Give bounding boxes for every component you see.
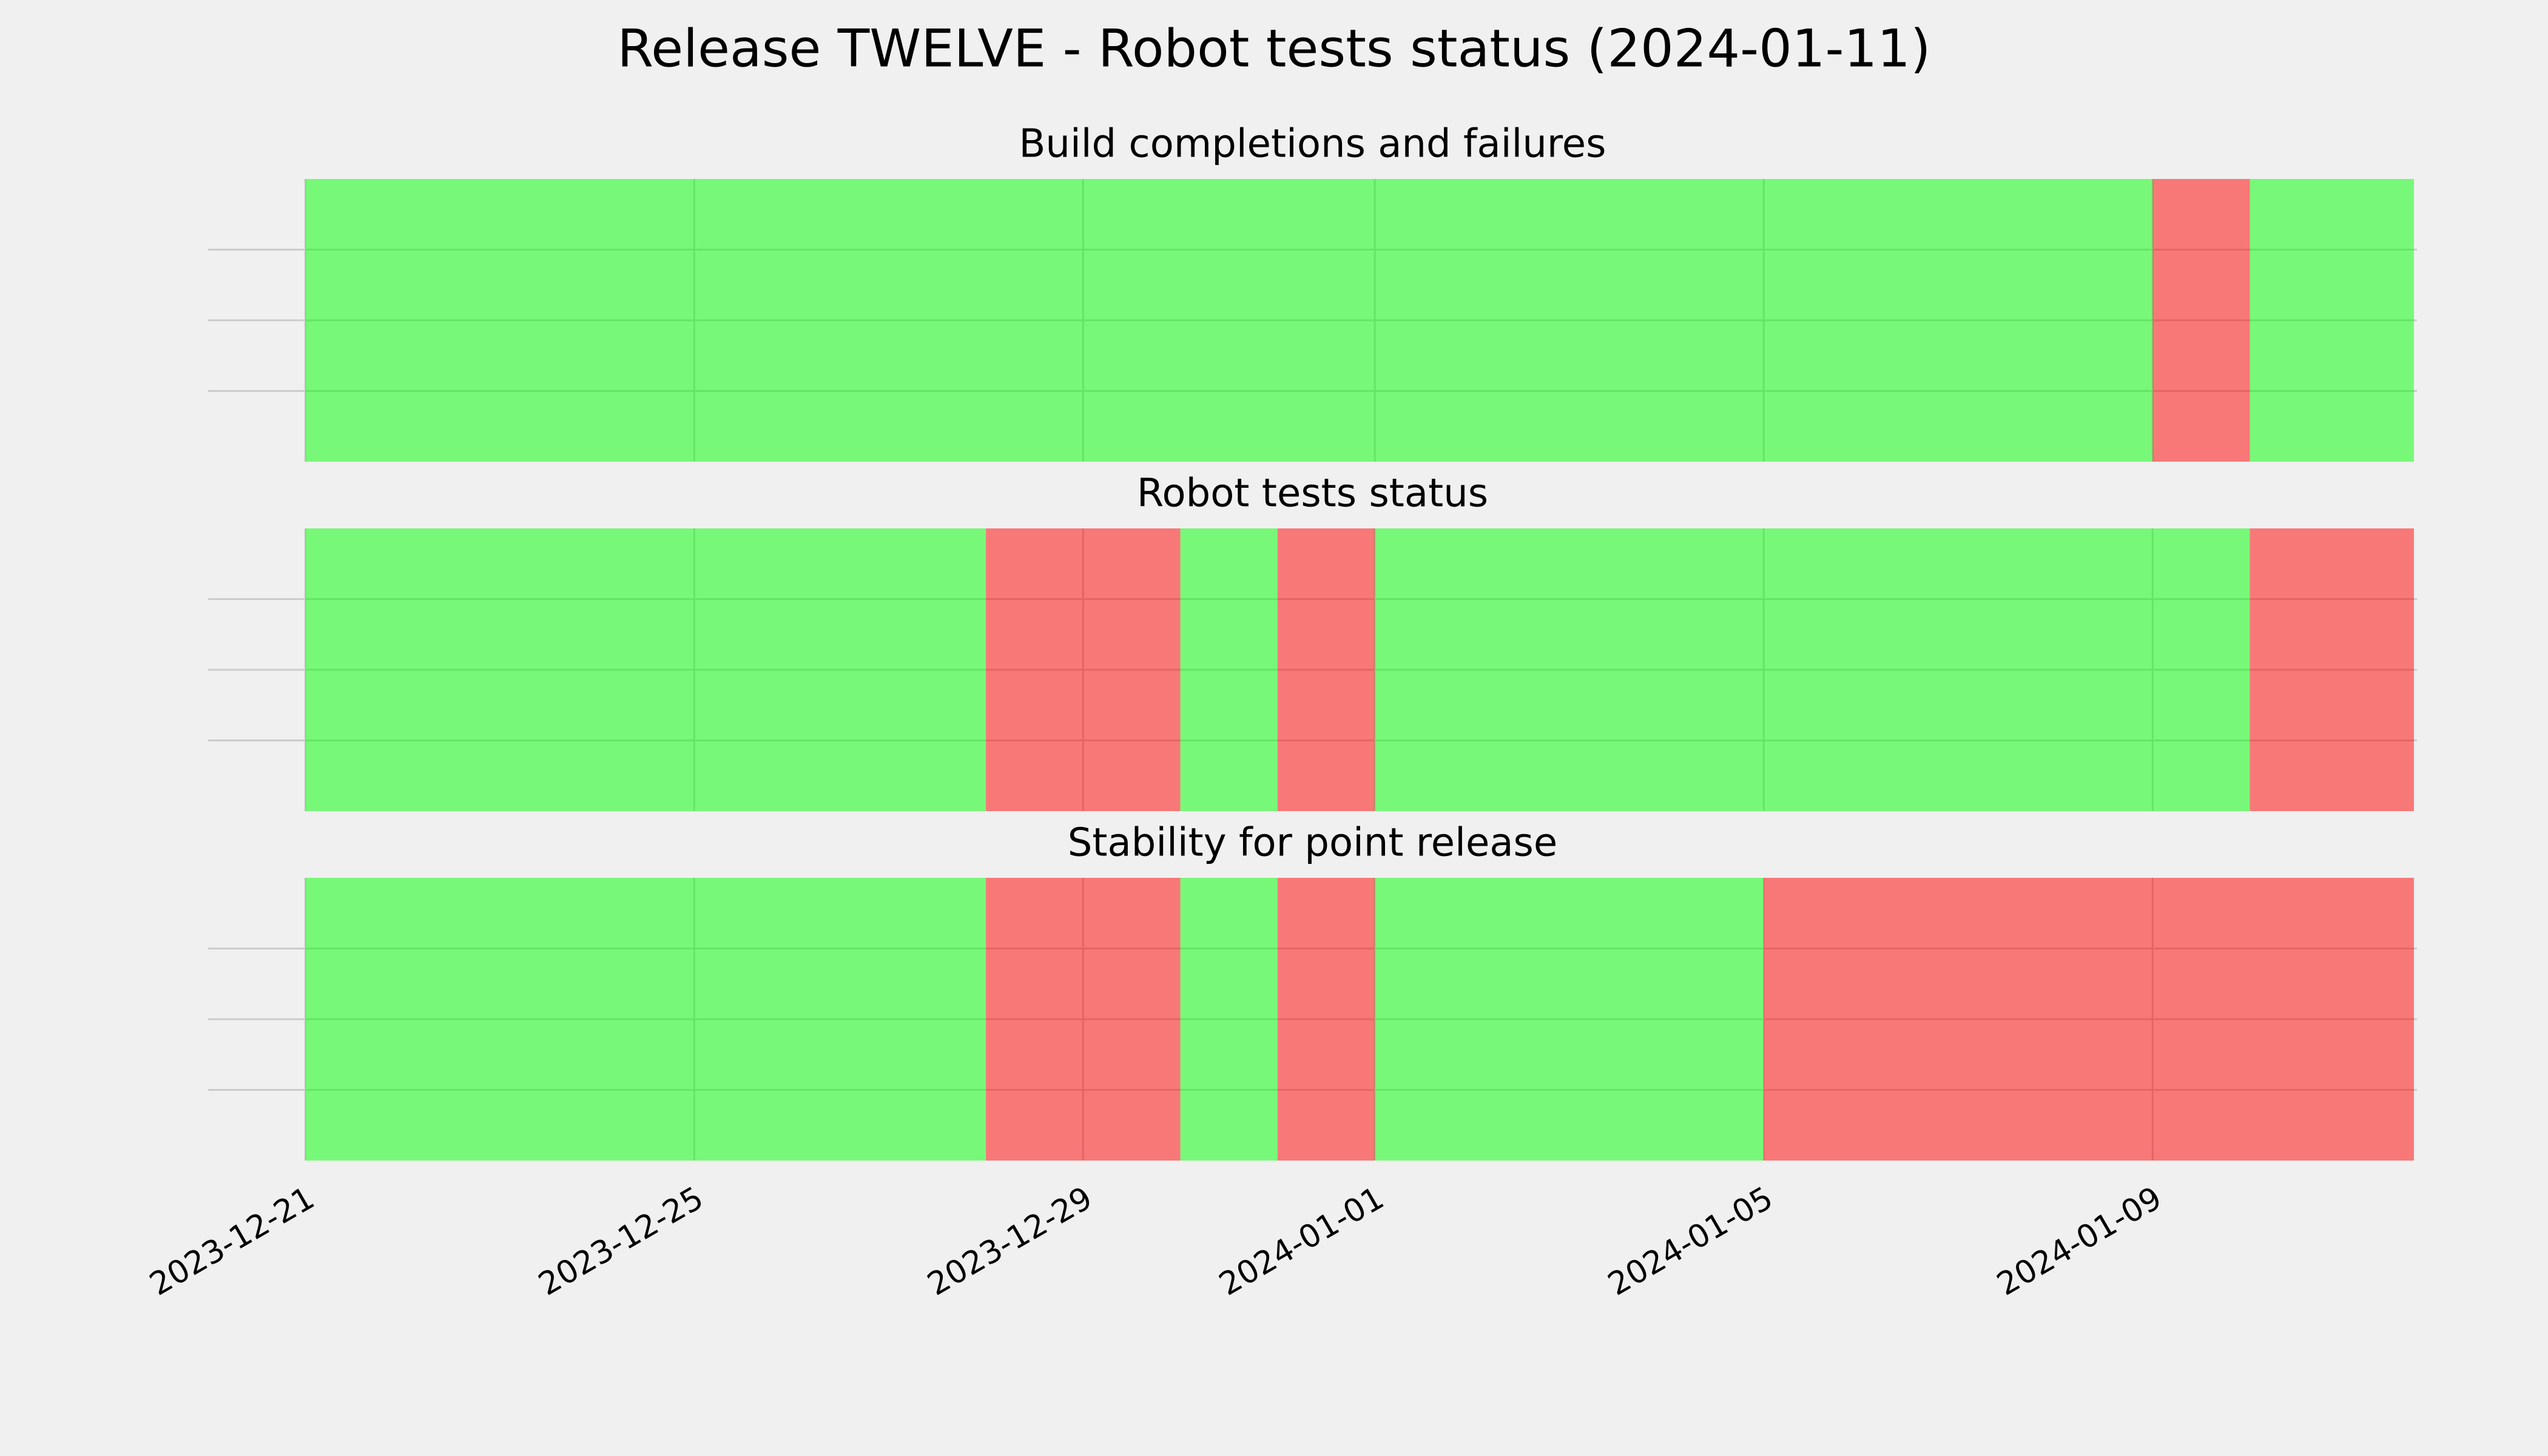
- status-segment: [2250, 528, 2414, 811]
- status-segment: [986, 528, 1181, 811]
- status-segment: [305, 528, 986, 811]
- status-segment: [1180, 878, 1278, 1161]
- status-segment: [1277, 878, 1375, 1161]
- status-segment: [305, 878, 986, 1161]
- status-segment: [2250, 179, 2414, 462]
- status-segment: [1375, 878, 1764, 1161]
- panel-title: Stability for point release: [1068, 821, 1558, 866]
- status-segment: [1180, 528, 1278, 811]
- panel-title: Build completions and failures: [1019, 122, 1606, 167]
- status-segment: [1764, 878, 2414, 1161]
- chart-title: Release TWELVE - Robot tests status (202…: [617, 18, 1930, 79]
- status-segment: [305, 179, 2153, 462]
- status-segment: [986, 878, 1181, 1161]
- status-segment: [1277, 528, 1375, 811]
- status-segment: [1375, 528, 2250, 811]
- status-segment: [2152, 179, 2250, 462]
- panel-title: Robot tests status: [1137, 471, 1488, 516]
